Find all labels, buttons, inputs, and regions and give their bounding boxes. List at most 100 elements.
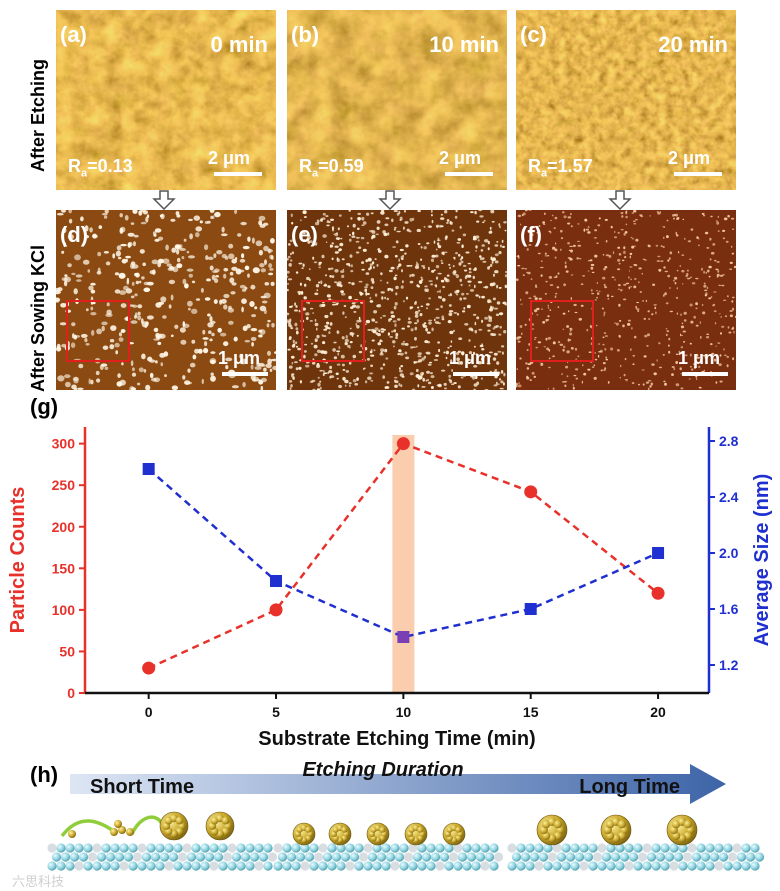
afm-particle (98, 225, 103, 229)
afm-particle (473, 351, 475, 355)
afm-particle (527, 363, 532, 366)
substrate-atom (669, 843, 679, 853)
afm-particle (563, 215, 567, 219)
afm-particle (655, 244, 659, 247)
afm-particle (56, 343, 61, 350)
afm-particle (400, 384, 403, 388)
afm-particle (117, 373, 121, 378)
afm-particle (96, 328, 102, 335)
afm-particle (474, 210, 477, 215)
afm-particle (97, 267, 101, 274)
substrate-atom (516, 843, 526, 853)
afm-particle (160, 362, 164, 367)
afm-particle (311, 362, 316, 365)
afm-particle (425, 303, 430, 306)
afm-particle (74, 254, 81, 261)
afm-particle (610, 347, 614, 351)
substrate-atom (291, 861, 301, 871)
afm-particle (294, 309, 298, 312)
afm-particle (261, 300, 268, 304)
afm-particle (306, 276, 310, 281)
scale-label-d: 1 μm (218, 348, 261, 368)
afm-particle (340, 354, 345, 359)
afm-particle (312, 312, 315, 314)
afm-particle (479, 215, 484, 218)
afm-particle (729, 310, 733, 312)
afm-particle (118, 337, 124, 342)
afm-particle (456, 241, 461, 244)
afm-particle (290, 327, 294, 330)
afm-particle (215, 275, 219, 278)
afm-particle (604, 218, 608, 221)
afm-particle (323, 370, 325, 373)
afm-particle (681, 270, 684, 272)
afm-particle (409, 217, 413, 222)
afm-particle (445, 356, 448, 360)
afm-particle (391, 269, 393, 273)
afm-particle (430, 214, 433, 217)
afm-particle (431, 270, 435, 273)
afm-particle (433, 240, 436, 244)
afm-particle (410, 306, 414, 309)
afm-particle (309, 320, 313, 322)
afm-particle (491, 260, 494, 264)
afm-particle (428, 266, 430, 271)
afm-particle (448, 263, 451, 266)
afm-particle (327, 285, 331, 288)
substrate-atom (628, 852, 639, 862)
afm-particle (394, 254, 398, 258)
afm-particle (596, 296, 598, 299)
afm-particle (295, 305, 298, 308)
afm-particle (416, 261, 418, 264)
afm-particle (155, 302, 162, 308)
afm-particle (228, 243, 234, 249)
afm-particle (542, 321, 546, 324)
afm-particle (370, 379, 374, 382)
afm-particle (428, 319, 433, 322)
row-title-after-etching: After Etching (28, 58, 48, 172)
substrate-atom (646, 852, 657, 862)
substrate-atom (291, 843, 301, 853)
afm-particle (719, 313, 721, 315)
afm-particle (726, 364, 729, 368)
substrate-atom (51, 852, 62, 862)
afm-particle (332, 348, 336, 352)
afm-particle (95, 370, 100, 376)
afm-particle (607, 381, 610, 384)
afm-particle (591, 366, 595, 368)
afm-particle (582, 275, 586, 277)
afm-particle (401, 327, 405, 330)
afm-particle (494, 253, 499, 257)
afm-texture (56, 10, 276, 190)
afm-particle (703, 270, 705, 274)
afm-particle (451, 229, 455, 232)
afm-particle (516, 337, 520, 340)
afm-particle (590, 289, 593, 292)
afm-particle (344, 338, 349, 343)
substrate-atom (110, 843, 120, 853)
afm-particle (350, 264, 353, 268)
afm-particle (537, 341, 542, 344)
afm-particle (703, 215, 706, 217)
substrate-atom (258, 852, 269, 862)
afm-particle (627, 319, 631, 322)
afm-particle (453, 382, 457, 384)
afm-particle (316, 364, 321, 368)
afm-particle (492, 297, 496, 301)
afm-particle (656, 211, 659, 213)
afm-particle (545, 280, 548, 283)
afm-particle (371, 339, 375, 342)
afm-particle (684, 354, 688, 357)
afm-particle (339, 284, 343, 288)
panel-label-g: (g) (30, 394, 59, 419)
afm-particle (492, 357, 497, 361)
afm-particle (440, 279, 445, 283)
afm-particle (608, 254, 612, 258)
afm-particle (727, 214, 730, 218)
afm-particle (440, 217, 445, 220)
afm-particle (681, 254, 685, 256)
kcl-atom (617, 819, 627, 829)
afm-particle (468, 339, 471, 342)
afm-particle (672, 214, 675, 217)
substrate-atom (642, 861, 652, 871)
